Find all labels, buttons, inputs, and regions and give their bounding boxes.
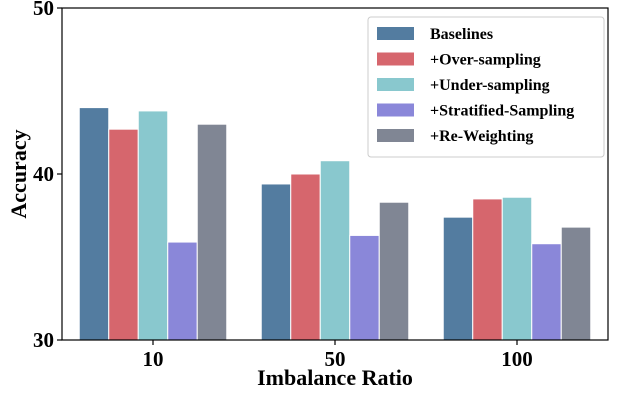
bar-baselines-50 [260,183,292,341]
x-tick-label: 10 [143,347,164,371]
bar-baselines-10 [78,107,110,341]
bar-under-sampling-50 [319,160,351,341]
legend-label: +Under-sampling [430,77,550,94]
bar-over-sampling-100 [472,198,503,341]
bar-stratified-sampling-50 [349,234,380,341]
bar-re-weighting-10 [196,123,228,341]
legend-swatch [377,27,414,40]
legend-swatch [377,103,414,117]
bar-under-sampling-100 [501,196,533,341]
y-axis: 30 40 50 [33,0,62,352]
legend: Baselines +Over-sampling +Under-sampling +S… [367,16,605,158]
legend-label: +Stratified-Sampling [430,103,574,120]
bar-re-weighting-50 [378,201,410,341]
x-axis: 10 50 100 [143,340,533,371]
legend-label: +Over-sampling [430,52,541,69]
bar-stratified-sampling-100 [531,243,562,341]
y-tick-label: 30 [33,328,54,352]
legend-swatch [377,78,414,91]
x-tick-label: 50 [325,347,346,371]
bar-stratified-sampling-10 [167,241,198,341]
y-tick-label: 50 [33,0,54,20]
bar-under-sampling-10 [137,110,169,341]
bar-baselines-100 [442,216,474,341]
y-tick-label: 40 [33,162,54,186]
legend-label: +Re-Weighting [430,128,533,145]
x-axis-label: Imbalance Ratio [257,365,413,390]
bar-over-sampling-50 [290,173,321,341]
legend-swatch [377,129,414,142]
legend-label: Baselines [430,26,493,43]
bar-over-sampling-10 [108,128,139,341]
bar-re-weighting-100 [560,226,592,341]
x-tick-label: 100 [501,347,533,371]
legend-box [367,16,605,158]
y-axis-label: Accuracy [6,129,31,218]
legend-swatch [377,52,414,66]
bars-group [78,107,592,341]
